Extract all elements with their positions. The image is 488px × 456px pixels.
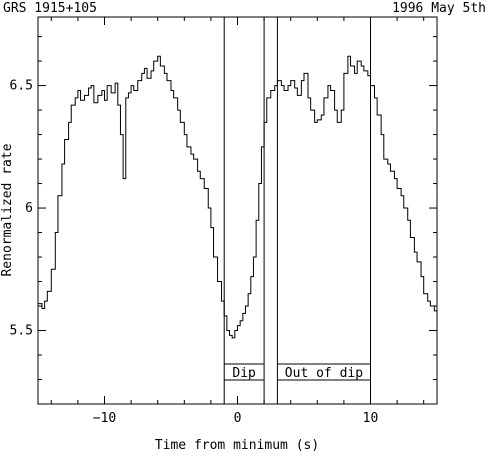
interval-boxes: Dip Out of dip bbox=[223, 16, 371, 405]
x-tick-label: −10 bbox=[93, 411, 116, 426]
plot-frame bbox=[37, 16, 438, 405]
interval-label-out-of-dip: Out of dip bbox=[285, 366, 363, 381]
axis-ticks: −10 0 10 5.5 6 6.5 bbox=[10, 17, 437, 426]
y-axis-label: Renormalized rate bbox=[0, 143, 15, 276]
interval-box-dip bbox=[223, 16, 265, 405]
x-tick-label: 0 bbox=[234, 411, 242, 426]
x-tick-label: 10 bbox=[363, 411, 379, 426]
y-tick-label: 6.5 bbox=[10, 79, 33, 94]
interval-label-dip: Dip bbox=[232, 366, 256, 381]
series-layer bbox=[38, 55, 438, 339]
y-tick-label: 6 bbox=[25, 201, 33, 216]
interval-box-out-of-dip bbox=[276, 16, 371, 405]
x-axis-label: Time from minimum (s) bbox=[155, 438, 319, 453]
header-source: GRS 1915+105 bbox=[3, 1, 97, 16]
y-tick-label: 5.5 bbox=[10, 324, 33, 339]
series-line-0 bbox=[38, 55, 438, 339]
header-date: 1996 May 5th bbox=[392, 1, 486, 16]
